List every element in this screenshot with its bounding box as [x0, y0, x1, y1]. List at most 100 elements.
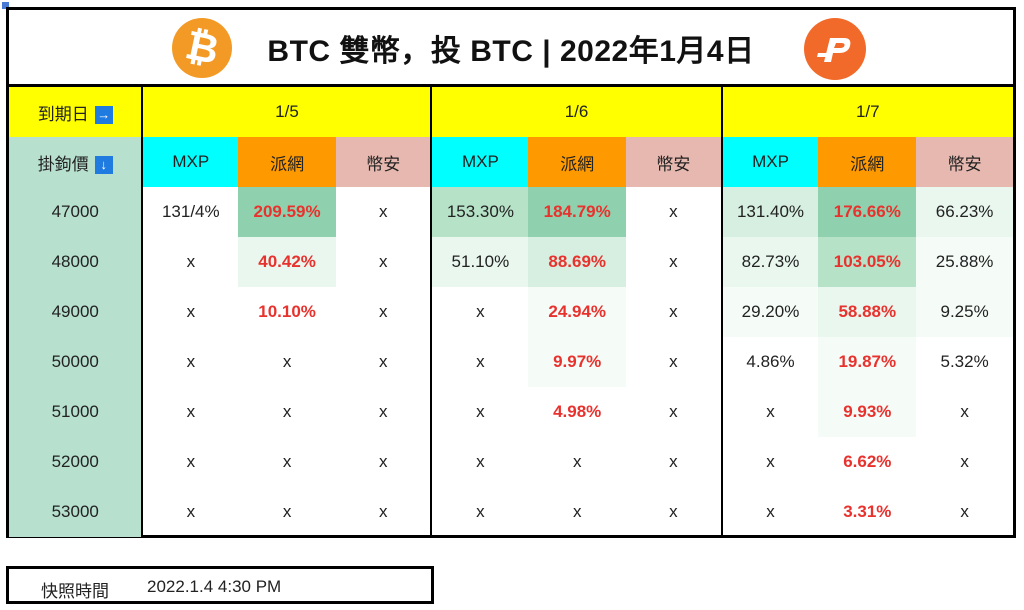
rate-cell: x — [282, 402, 292, 421]
rate-cell: x — [378, 352, 388, 371]
rate-cell: 66.23% — [916, 187, 1013, 237]
rate-cell: 25.88% — [916, 237, 1013, 287]
rate-cell: 209.59% — [238, 187, 336, 237]
table-row: 49000 x 10.10% x x 24.94% x 29.20% 58.88% 9.25% — [9, 287, 1013, 337]
table-row: 51000 x x x x 4.98% x x 9.93% x — [9, 387, 1013, 437]
rate-cell: x — [282, 352, 292, 371]
rate-cell: x — [960, 402, 969, 421]
platform-header-binance: 幣安 — [335, 137, 432, 187]
table-row: 48000 x 40.42% x 51.10% 88.69% x 82.73% 103.05% 2… — [9, 237, 1013, 287]
rate-cell: 82.73% — [720, 237, 819, 287]
rate-cell: 19.87% — [818, 337, 917, 387]
pionex-logo-icon — [804, 18, 866, 80]
date-header: 1/5 — [142, 87, 432, 137]
rate-cell: 88.69% — [528, 237, 627, 287]
strike-price: 51000 — [9, 387, 144, 437]
rate-cell: 131/4% — [161, 202, 220, 221]
rate-cell: x — [378, 252, 388, 271]
platform-header-binance: 幣安 — [626, 137, 722, 187]
title-bar: ₿ BTC 雙幣，投 BTC | 2022年1月4日 — [9, 10, 1013, 87]
rate-cell: x — [669, 352, 678, 371]
rate-cell: x — [669, 452, 678, 471]
strike-price: 48000 — [9, 237, 144, 287]
strike-price: 49000 — [9, 287, 144, 337]
rate-cell: 184.79% — [528, 187, 627, 237]
platform-header-mxp: MXP — [142, 137, 239, 187]
strike-header: 掛鉤價 ↓ — [9, 137, 144, 187]
rate-cell: x — [720, 437, 819, 487]
rate-cell: x — [430, 437, 529, 487]
rate-cell: x — [572, 502, 582, 521]
platform-header-mxp: MXP — [720, 137, 819, 187]
rate-cell: 9.97% — [528, 337, 627, 387]
rate-cell: 40.42% — [238, 237, 336, 287]
rate-cell: 4.86% — [720, 337, 819, 387]
rate-cell: 9.93% — [818, 387, 917, 437]
table-row: 52000 x x x x x x x 6.62% x — [9, 437, 1013, 487]
rate-cell: x — [430, 387, 529, 437]
rate-cell: x — [282, 502, 292, 521]
rate-cell: 176.66% — [818, 187, 917, 237]
rate-cell: 29.20% — [720, 287, 819, 337]
platform-header-pionex: 派網 — [818, 137, 917, 187]
rate-cell: x — [186, 252, 196, 271]
rate-cell: 10.10% — [258, 302, 316, 321]
rate-cell: x — [960, 452, 969, 471]
rate-cell: 58.88% — [818, 287, 917, 337]
rate-cell: x — [669, 202, 678, 221]
rate-cell: x — [720, 487, 819, 537]
rate-cell: x — [378, 452, 388, 471]
rate-cell: x — [720, 387, 819, 437]
strike-price: 47000 — [9, 187, 144, 237]
rate-cell: x — [186, 402, 196, 421]
rate-cell: x — [282, 452, 292, 471]
rate-cell: x — [960, 502, 969, 521]
date-header: 1/6 — [430, 87, 722, 137]
platform-header-pionex: 派網 — [238, 137, 336, 187]
rates-card: ₿ BTC 雙幣，投 BTC | 2022年1月4日 到期日 → 1/5 1/6 … — [6, 7, 1016, 538]
rate-cell: x — [186, 302, 196, 321]
date-header: 1/7 — [720, 87, 1013, 137]
strike-price: 52000 — [9, 437, 144, 487]
arrow-down-icon: ↓ — [94, 156, 113, 175]
rate-cell: 5.32% — [940, 352, 989, 371]
platform-header-binance: 幣安 — [916, 137, 1013, 187]
rate-cell: x — [378, 402, 388, 421]
strike-price: 53000 — [9, 487, 144, 537]
rate-cell: x — [186, 352, 196, 371]
rate-cell: 131.40% — [720, 187, 819, 237]
rate-cell: x — [669, 302, 678, 321]
snapshot-time: 2022.1.4 4:30 PM — [147, 577, 282, 596]
rate-cell: x — [378, 202, 388, 221]
platform-header-mxp: MXP — [430, 137, 529, 187]
rate-cell: x — [430, 337, 529, 387]
rate-cell: 24.94% — [528, 287, 627, 337]
rate-cell: 4.98% — [553, 402, 602, 421]
rate-cell: x — [669, 252, 678, 271]
rate-cell: x — [572, 452, 582, 471]
rate-cell: x — [430, 287, 529, 337]
page-title: BTC 雙幣，投 BTC | 2022年1月4日 — [267, 35, 755, 68]
rates-table: 到期日 → 1/5 1/6 1/7 掛鉤價 ↓ MXP 派網 幣安 MXP 派網 幣… — [9, 87, 1013, 537]
table-row: 53000 x x x x x x x 3.31% x — [9, 487, 1013, 537]
rate-cell: x — [378, 302, 388, 321]
rate-cell: 51.10% — [430, 237, 529, 287]
rate-cell: x — [186, 452, 196, 471]
rate-cell: 153.30% — [430, 187, 529, 237]
rate-cell: 3.31% — [843, 502, 892, 521]
bitcoin-logo-icon: ₿ — [172, 18, 232, 78]
expiry-header: 到期日 → — [9, 87, 144, 137]
rate-cell: x — [669, 502, 678, 521]
selection-handle — [2, 2, 9, 9]
rate-cell: 9.25% — [916, 287, 1013, 337]
rate-cell: x — [378, 502, 388, 521]
arrow-right-icon: → — [94, 106, 113, 125]
rate-cell: x — [186, 502, 196, 521]
strike-price: 50000 — [9, 337, 144, 387]
rate-cell: 103.05% — [818, 237, 917, 287]
snapshot-label: 快照時間 — [41, 582, 109, 601]
table-row: 47000 131/4% 209.59% x 153.30% 184.79% x 131.40… — [9, 187, 1013, 237]
rate-cell: 6.62% — [843, 452, 892, 471]
platform-header-pionex: 派網 — [528, 137, 627, 187]
rate-cell: x — [669, 402, 678, 421]
